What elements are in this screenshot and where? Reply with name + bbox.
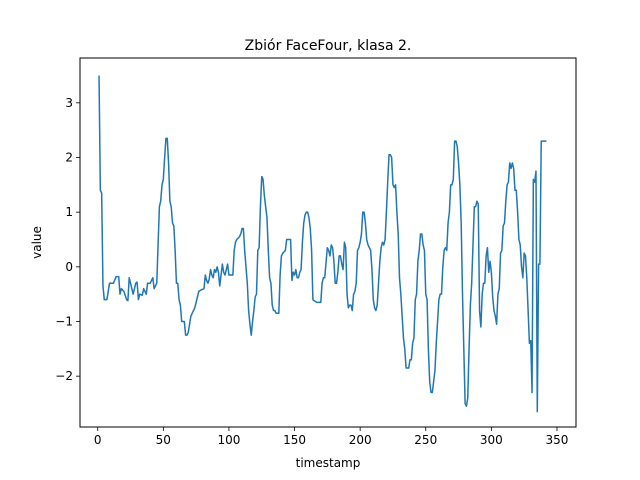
y-tick-label: 1 <box>65 205 73 219</box>
y-tick-label: −1 <box>55 314 73 328</box>
x-tick-label: 100 <box>217 433 240 447</box>
x-tick-label: 200 <box>349 433 372 447</box>
series-line-0 <box>98 75 547 413</box>
x-axis-ticks: 0 50 100 150 200 250 300 350 <box>94 427 569 447</box>
axes-frame <box>79 57 577 428</box>
y-axis-ticks: −2 −1 0 1 2 3 <box>55 96 80 383</box>
plot-area <box>98 75 547 413</box>
x-tick-label: 150 <box>283 433 306 447</box>
x-tick-label: 0 <box>94 433 102 447</box>
x-tick-label: 50 <box>156 433 171 447</box>
x-tick-label: 250 <box>414 433 437 447</box>
x-axis-label: timestamp <box>296 456 361 470</box>
chart-title: Zbiór FaceFour, klasa 2. <box>245 38 412 54</box>
y-tick-label: −2 <box>55 369 73 383</box>
y-tick-label: 2 <box>65 150 73 164</box>
x-tick-label: 300 <box>480 433 503 447</box>
x-tick-label: 350 <box>546 433 569 447</box>
y-tick-label: 3 <box>65 96 73 110</box>
y-axis-label: value <box>30 226 44 259</box>
y-tick-label: 0 <box>65 260 73 274</box>
